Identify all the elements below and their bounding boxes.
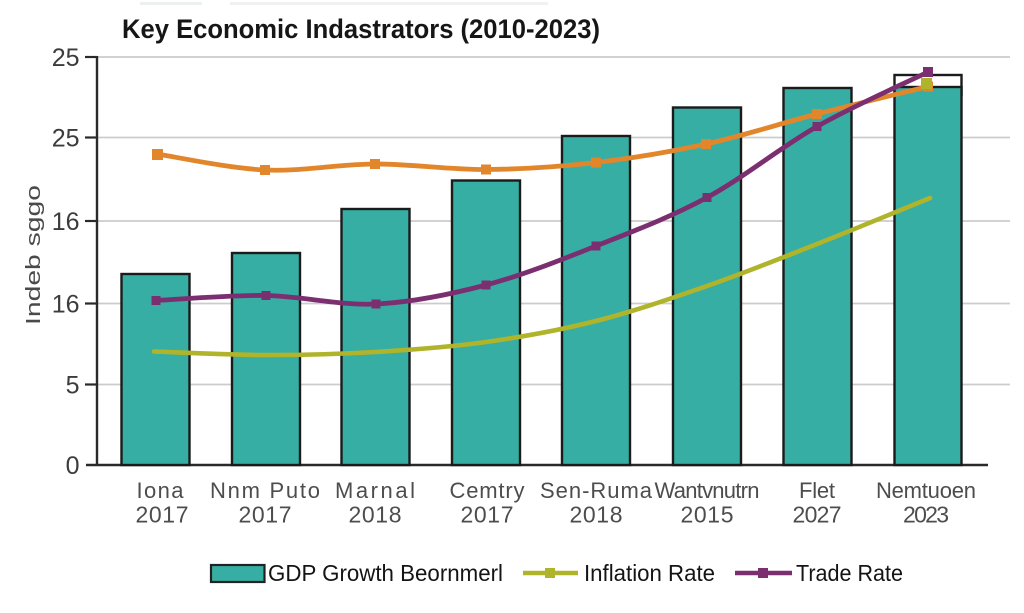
svg-text:2017: 2017	[239, 502, 292, 528]
svg-text:Inflation Rate: Inflation Rate	[584, 560, 715, 586]
svg-text:5: 5	[66, 372, 80, 400]
svg-text:Sen-Ruma: Sen-Ruma	[540, 478, 653, 503]
svg-text:16: 16	[52, 208, 80, 236]
svg-text:Indeb sggo: Indeb sggo	[23, 185, 45, 325]
svg-text:Nemtuoen: Nemtuoen	[876, 478, 976, 503]
svg-text:2017: 2017	[461, 502, 514, 528]
svg-text:2018: 2018	[570, 502, 623, 528]
svg-text:2027: 2027	[793, 502, 842, 528]
svg-text:Flet: Flet	[799, 478, 835, 503]
svg-text:Wantvnutrn: Wantvnutrn	[655, 478, 760, 503]
svg-text:GDP Growth Beornmerl: GDP Growth Beornmerl	[268, 560, 503, 586]
svg-text:0: 0	[66, 452, 80, 480]
svg-text:25: 25	[52, 125, 80, 153]
svg-text:Cemtry: Cemtry	[450, 478, 525, 503]
svg-text:16: 16	[52, 291, 80, 319]
svg-text:Nnm Puto: Nnm Puto	[210, 478, 320, 503]
svg-text:2023: 2023	[903, 502, 949, 528]
svg-text:2015: 2015	[681, 502, 734, 528]
svg-text:2017: 2017	[136, 502, 189, 528]
svg-text:Trade Rate: Trade Rate	[796, 560, 903, 586]
svg-text:Marnal: Marnal	[335, 478, 415, 503]
svg-text:Iona: Iona	[137, 478, 185, 503]
svg-text:25: 25	[52, 44, 80, 72]
svg-text:Key Economic Indastrators (201: Key Economic Indastrators (2010-2023)	[122, 14, 600, 44]
svg-text:2018: 2018	[349, 502, 402, 528]
